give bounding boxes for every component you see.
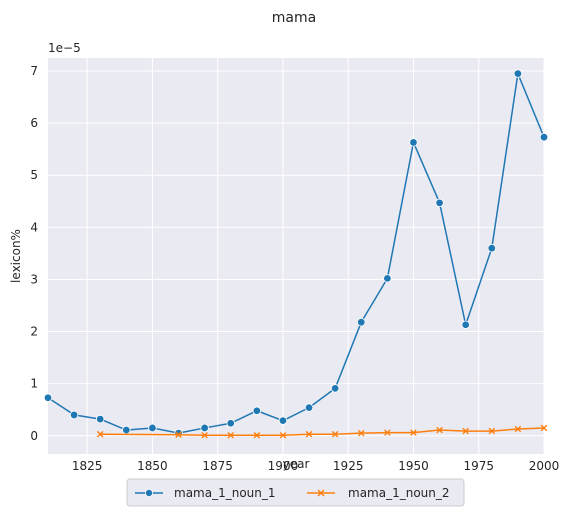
data-point	[436, 426, 443, 434]
x-tick-label: 2000	[529, 459, 560, 473]
series-1	[43, 69, 549, 438]
y-tick-label: 6	[30, 116, 38, 130]
data-point	[514, 425, 522, 433]
data-point	[330, 384, 340, 393]
tick-labels: 1825 1850 1875 1900 1925 1950 1975 2000 0 1 2 3 4 5 6 7	[30, 64, 559, 473]
data-point	[513, 69, 523, 78]
data-point	[331, 430, 339, 438]
data-point	[488, 427, 496, 435]
data-point	[539, 132, 549, 142]
x-tick-label: 1975	[463, 459, 494, 473]
series-2	[96, 424, 548, 439]
data-point	[461, 320, 470, 329]
x-tick-label: 1850	[137, 459, 168, 473]
y-tick-label: 7	[30, 64, 38, 78]
data-point	[435, 198, 444, 208]
data-point	[357, 317, 366, 327]
data-point	[357, 429, 365, 437]
data-point	[540, 424, 548, 432]
legend-marker-series-2	[317, 489, 325, 497]
y-tick-label: 1	[30, 377, 38, 391]
x-tick-label: 1875	[202, 459, 233, 473]
data-point	[384, 429, 391, 436]
y-tick-label: 3	[30, 272, 38, 286]
data-point	[69, 410, 79, 420]
data-point	[96, 414, 105, 424]
data-point	[200, 423, 209, 433]
data-point	[462, 427, 469, 435]
data-point	[304, 403, 314, 412]
data-point	[174, 428, 183, 438]
y-axis-title: lexicon%	[9, 229, 23, 283]
legend-label-series-1: mama_1_noun_1	[174, 486, 276, 500]
x-tick-label: 1900	[268, 459, 299, 473]
data-point	[226, 419, 235, 428]
legend-label-series-2: mama_1_noun_2	[348, 486, 450, 500]
data-point	[409, 138, 418, 147]
legend: mama_1_noun_1 mama_1_noun_2	[126, 478, 465, 507]
grid	[48, 58, 545, 454]
series-line	[47, 72, 545, 434]
y-tick-label: 2	[30, 325, 38, 339]
y-tick-label: 5	[30, 168, 38, 182]
data-point	[305, 430, 313, 438]
data-point	[43, 393, 53, 402]
y-multiplier-label: 1e−5	[48, 41, 81, 55]
x-tick-label: 1825	[72, 459, 103, 473]
legend-marker-series-1	[144, 488, 153, 497]
data-point	[487, 243, 496, 253]
data-point	[383, 274, 392, 283]
data-point	[279, 431, 287, 439]
x-tick-label: 1925	[333, 459, 364, 473]
data-point	[122, 425, 131, 435]
data-point	[96, 430, 104, 438]
data-point	[253, 431, 261, 439]
legend-box	[126, 478, 465, 507]
data-point	[252, 406, 262, 415]
y-tick-label: 4	[30, 220, 38, 234]
data-point	[227, 431, 235, 439]
series-layer	[43, 69, 549, 439]
plot-area	[48, 58, 544, 454]
chart-title: mama	[272, 10, 316, 26]
x-axis-title: year	[283, 457, 310, 471]
data-point	[175, 431, 182, 439]
data-point	[410, 429, 417, 436]
data-point	[201, 431, 208, 439]
x-tick-label: 1950	[398, 459, 429, 473]
y-tick-label: 0	[30, 429, 38, 443]
data-point	[278, 416, 288, 425]
series-line	[100, 427, 545, 436]
data-point	[148, 423, 157, 433]
